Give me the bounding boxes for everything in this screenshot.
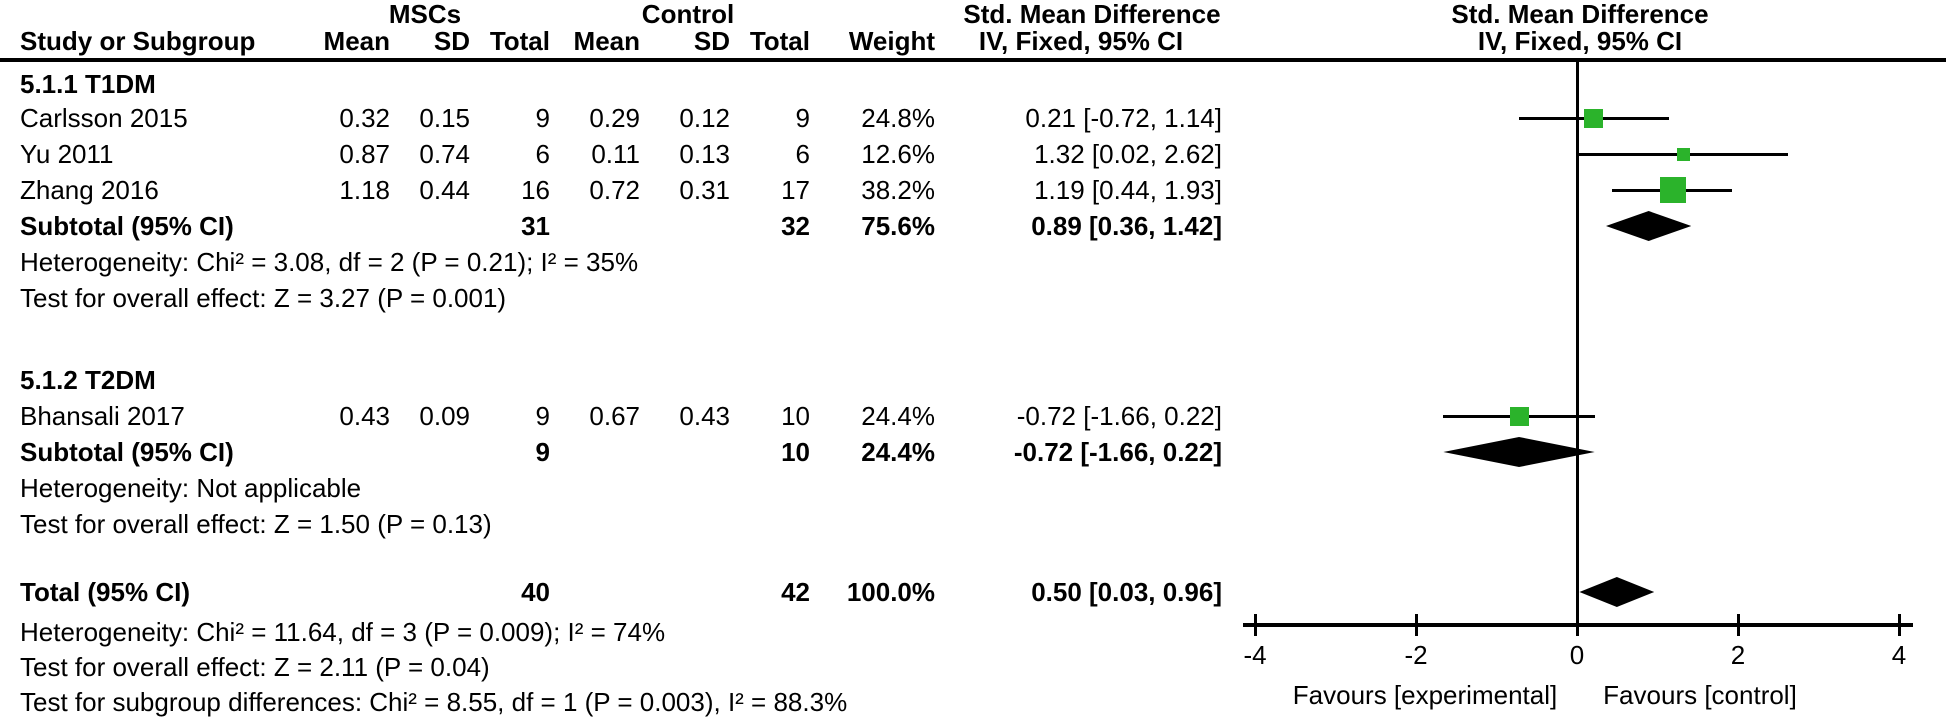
study-row-mean1: 1.18 xyxy=(339,175,390,205)
subtotal-row-ci: 0.89 [0.36, 1.42] xyxy=(1031,211,1222,241)
total-row-ci: 0.50 [0.03, 0.96] xyxy=(1031,577,1222,607)
study-row-mean1: 0.43 xyxy=(339,401,390,431)
study-row-sd2: 0.43 xyxy=(679,401,730,431)
study-row-sd2: 0.31 xyxy=(679,175,730,205)
subtotal-row-weight: 24.4% xyxy=(861,437,935,467)
study-row-mean2: 0.29 xyxy=(589,103,640,133)
total-row-weight: 100.0% xyxy=(846,577,935,607)
control-mean-header: Mean xyxy=(573,26,640,56)
effect-square-marker xyxy=(1584,108,1604,128)
subtotal-row-weight: 75.6% xyxy=(861,211,935,241)
study-row-sd1: 0.09 xyxy=(419,401,470,431)
heterogeneity-note: Heterogeneity: Not applicable xyxy=(20,473,362,503)
study-row-total2: 6 xyxy=(795,139,810,169)
total-row-total2: 42 xyxy=(781,577,810,607)
axis-tick-label: 0 xyxy=(1569,640,1585,670)
study-row-total1: 9 xyxy=(535,103,550,133)
weight-column-header: Weight xyxy=(848,26,935,56)
total-overall-effect-note: Test for overall effect: Z = 2.11 (P = 0… xyxy=(20,652,490,682)
axis-tick xyxy=(1736,614,1740,636)
subtotal-diamond xyxy=(1605,211,1692,241)
study-row-study: Bhansali 2017 xyxy=(20,401,185,431)
method-plot-header: IV, Fixed, 95% CI xyxy=(1477,26,1683,56)
study-column-header: Study or Subgroup xyxy=(20,26,256,56)
study-row-ci: 0.21 [-0.72, 1.14] xyxy=(1025,103,1222,133)
subtotal-row-study: Subtotal (95% CI) xyxy=(20,437,234,467)
subtotal-row-total1: 9 xyxy=(535,437,550,467)
axis-tick xyxy=(1897,614,1901,636)
study-row-ci: 1.32 [0.02, 2.62] xyxy=(1034,139,1222,169)
study-row-weight: 24.8% xyxy=(861,103,935,133)
subgroup-header-row-study: 5.1.1 T1DM xyxy=(20,69,156,99)
control-sd-header: SD xyxy=(693,26,730,56)
effect-square-marker xyxy=(1509,406,1529,426)
subtotal-row-ci: -0.72 [-1.66, 0.22] xyxy=(1013,437,1222,467)
study-row-mean2: 0.72 xyxy=(589,175,640,205)
study-row-total1: 16 xyxy=(521,175,550,205)
axis-tick xyxy=(1253,614,1257,636)
study-row-mean2: 0.11 xyxy=(591,139,640,169)
smd-column-header: Std. Mean Difference xyxy=(963,0,1221,29)
study-row-total1: 9 xyxy=(535,401,550,431)
mscs-sd-header: SD xyxy=(433,26,470,56)
study-row-total2: 17 xyxy=(781,175,810,205)
study-row-sd1: 0.44 xyxy=(419,175,470,205)
study-row-study: Carlsson 2015 xyxy=(20,103,188,133)
overall-effect-note: Test for overall effect: Z = 3.27 (P = 0… xyxy=(20,283,507,313)
study-row-weight: 12.6% xyxy=(861,139,935,169)
mscs-total-header: Total xyxy=(489,26,550,56)
study-row-study: Yu 2011 xyxy=(20,139,114,169)
total-row-study: Total (95% CI) xyxy=(20,577,190,607)
axis-tick xyxy=(1414,614,1418,636)
total-row-total1: 40 xyxy=(521,577,550,607)
method-column-header: IV, Fixed, 95% CI xyxy=(978,26,1184,56)
subtotal-diamond xyxy=(1443,437,1595,467)
control-total-header: Total xyxy=(749,26,810,56)
mscs-group-header: MSCs xyxy=(388,0,462,29)
study-row-sd1: 0.15 xyxy=(419,103,470,133)
study-row-ci: -0.72 [-1.66, 0.22] xyxy=(1016,401,1222,431)
study-row-weight: 24.4% xyxy=(861,401,935,431)
mscs-mean-header: Mean xyxy=(323,26,390,56)
study-row-sd2: 0.12 xyxy=(679,103,730,133)
study-row-sd2: 0.13 xyxy=(679,139,730,169)
subgroup-difference-note: Test for subgroup differences: Chi² = 8.… xyxy=(20,687,848,717)
study-row-total2: 9 xyxy=(795,103,810,133)
subtotal-row-total2: 10 xyxy=(781,437,810,467)
subtotal-row-total1: 31 xyxy=(521,211,550,241)
total-heterogeneity-note: Heterogeneity: Chi² = 11.64, df = 3 (P =… xyxy=(20,617,666,647)
study-row-total2: 10 xyxy=(781,401,810,431)
study-row-mean1: 0.87 xyxy=(339,139,390,169)
favours-right-label: Favours [control] xyxy=(1603,680,1797,710)
smd-plot-header: Std. Mean Difference xyxy=(1451,0,1709,29)
subtotal-row-study: Subtotal (95% CI) xyxy=(20,211,234,241)
zero-effect-line xyxy=(1576,60,1579,627)
total-diamond xyxy=(1579,577,1655,607)
study-row-study: Zhang 2016 xyxy=(20,175,159,205)
axis-tick-label: -2 xyxy=(1404,640,1428,670)
axis-tick-label: -4 xyxy=(1243,640,1267,670)
effect-square-marker xyxy=(1676,147,1690,161)
subgroup-header-row-study: 5.1.2 T2DM xyxy=(20,365,156,395)
favours-left-label: Favours [experimental] xyxy=(1292,680,1558,710)
study-row-mean1: 0.32 xyxy=(339,103,390,133)
axis-tick-label: 4 xyxy=(1891,640,1907,670)
axis-tick-label: 2 xyxy=(1730,640,1746,670)
study-row-ci: 1.19 [0.44, 1.93] xyxy=(1034,175,1222,205)
heterogeneity-note: Heterogeneity: Chi² = 3.08, df = 2 (P = … xyxy=(20,247,639,277)
study-row-total1: 6 xyxy=(535,139,550,169)
study-row-mean2: 0.67 xyxy=(589,401,640,431)
header-underline xyxy=(0,58,1946,62)
subtotal-row-total2: 32 xyxy=(781,211,810,241)
study-row-sd1: 0.74 xyxy=(419,139,470,169)
control-group-header: Control xyxy=(641,0,735,29)
effect-square-marker xyxy=(1659,177,1686,203)
overall-effect-note: Test for overall effect: Z = 1.50 (P = 0… xyxy=(20,509,492,539)
study-row-weight: 38.2% xyxy=(861,175,935,205)
